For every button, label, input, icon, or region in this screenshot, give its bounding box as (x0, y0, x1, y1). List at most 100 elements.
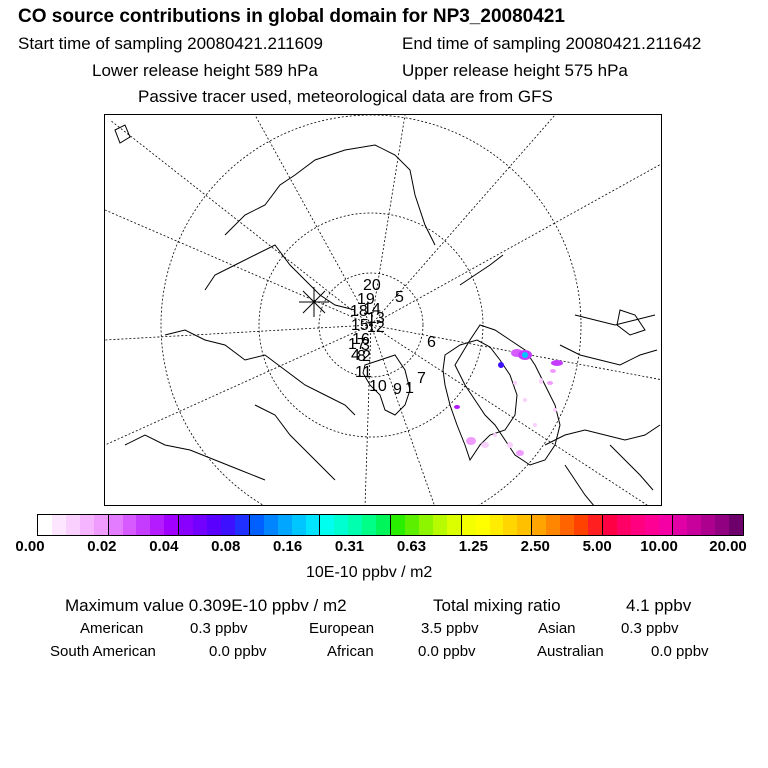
trajectory-label: 10 (369, 378, 387, 395)
trajectory-label: 2 (362, 348, 371, 365)
colorbar-segment (418, 515, 433, 535)
trajectory-label: 9 (393, 381, 402, 398)
colorbar-tick-label: 0.00 (15, 538, 45, 555)
page-title: CO source contributions in global domain… (18, 6, 565, 27)
region-name: African (327, 643, 374, 660)
trajectory-label: 11 (355, 364, 372, 381)
colorbar-segment (193, 515, 208, 535)
colorbar-segment (107, 515, 123, 535)
colorbar-tick-label: 10.00 (640, 538, 678, 555)
region-value: 0.3 ppbv (621, 620, 679, 637)
trajectory-label: 19 (357, 291, 375, 308)
colorbar-segment (220, 515, 235, 535)
colorbar-segment (178, 515, 194, 535)
colorbar-segment (362, 515, 377, 535)
colorbar-segment (248, 515, 264, 535)
lat-circle-40 (160, 115, 582, 505)
coastlines (114, 124, 661, 505)
colorbar-segment (38, 515, 52, 535)
region-name: Australian (537, 643, 604, 660)
colorbar-segment (334, 515, 349, 535)
trajectory-label: 7 (417, 370, 426, 387)
polar-map: 20 19 5 18 14 13 15 12 6 16 17 3 4 2 8 1… (104, 114, 662, 506)
colorbar-segment (136, 515, 151, 535)
colorbar-segment (658, 515, 673, 535)
colorbar-segment (234, 515, 249, 535)
region-name: Asian (538, 620, 576, 637)
colorbar-segment (122, 515, 137, 535)
colorbar-segment (207, 515, 221, 535)
region-value: 0.0 ppbv (209, 643, 267, 660)
colorbar-segment (348, 515, 363, 535)
colorbar-segment (376, 515, 391, 535)
trajectory-label: 5 (395, 289, 404, 306)
trajectory-label: 6 (427, 334, 436, 351)
colorbar-unit-label: 10E-10 ppbv / m2 (306, 564, 433, 581)
lat-circle-60 (258, 212, 484, 438)
colorbar-segment (715, 515, 730, 535)
region-name: American (80, 620, 144, 637)
total-mixing-label: Total mixing ratio (433, 596, 561, 615)
colorbar-segment (630, 515, 645, 535)
concentration-blobs (454, 349, 563, 456)
trajectory-label: 4 (351, 347, 360, 364)
colorbar-segment (277, 515, 292, 535)
colorbar-segment (390, 515, 405, 535)
trajectory-label: 20 (363, 277, 381, 294)
trajectory-label: 13 (367, 310, 385, 327)
meridian-lines (105, 115, 661, 505)
lower-height-label: Lower release height 589 hPa (92, 61, 318, 80)
trajectory-label: 12 (367, 319, 385, 336)
trajectory-label: 18 (350, 303, 368, 320)
trajectory-label: 14 (363, 301, 381, 318)
colorbar-segment (489, 515, 504, 535)
colorbar-segment (51, 515, 66, 535)
colorbar-segment (319, 515, 335, 535)
colorbar-segment (616, 515, 631, 535)
trajectory-label: 1 (405, 380, 414, 397)
trajectory-label: 17 (348, 336, 366, 353)
colorbar-segment (475, 515, 490, 535)
colorbar-segment (531, 515, 547, 535)
colorbar-segment (404, 515, 419, 535)
colorbar-tick-label: 2.50 (520, 538, 550, 555)
colorbar-segment (701, 515, 716, 535)
colorbar-segment (263, 515, 278, 535)
trajectory-label: 8 (357, 348, 366, 365)
trajectory-labels: 20 19 5 18 14 13 15 12 6 16 17 3 4 2 8 1… (348, 277, 436, 398)
colorbar-segment (672, 515, 688, 535)
region-name: South American (50, 643, 156, 660)
colorbar-segment (79, 515, 94, 535)
colorbar (37, 514, 744, 536)
colorbar-segment (460, 515, 476, 535)
colorbar-tick-label: 0.16 (273, 538, 303, 555)
colorbar-tick-label: 1.25 (458, 538, 488, 555)
colorbar-tick-label: 0.63 (396, 538, 427, 555)
colorbar-tick-label: 20.00 (709, 538, 747, 555)
colorbar-segment (291, 515, 306, 535)
colorbar-segment (446, 515, 461, 535)
max-value-label: Maximum value 0.309E-10 ppbv / m2 (65, 596, 347, 615)
colorbar-segment (517, 515, 532, 535)
colorbar-segment (546, 515, 561, 535)
region-value: 0.0 ppbv (418, 643, 476, 660)
start-time-label: Start time of sampling 20080421.211609 (18, 34, 323, 53)
source-marker-icon (299, 287, 329, 317)
colorbar-segment (150, 515, 165, 535)
trajectory-label: 16 (352, 331, 370, 348)
total-mixing-value: 4.1 ppbv (626, 596, 692, 615)
colorbar-segment (574, 515, 588, 535)
colorbar-tick-label: 0.08 (211, 538, 241, 555)
colorbar-segment (65, 515, 80, 535)
map-canvas: 20 19 5 18 14 13 15 12 6 16 17 3 4 2 8 1… (105, 115, 661, 505)
colorbar-segment (601, 515, 617, 535)
region-name: European (309, 620, 375, 637)
colorbar-segment (503, 515, 518, 535)
colorbar-segment (644, 515, 659, 535)
region-value: 0.0 ppbv (651, 643, 709, 660)
colorbar-tick-label: 0.04 (149, 538, 179, 555)
colorbar-segment (687, 515, 702, 535)
colorbar-segment (729, 515, 744, 535)
colorbar-segment (93, 515, 108, 535)
end-time-label: End time of sampling 20080421.211642 (402, 34, 702, 53)
